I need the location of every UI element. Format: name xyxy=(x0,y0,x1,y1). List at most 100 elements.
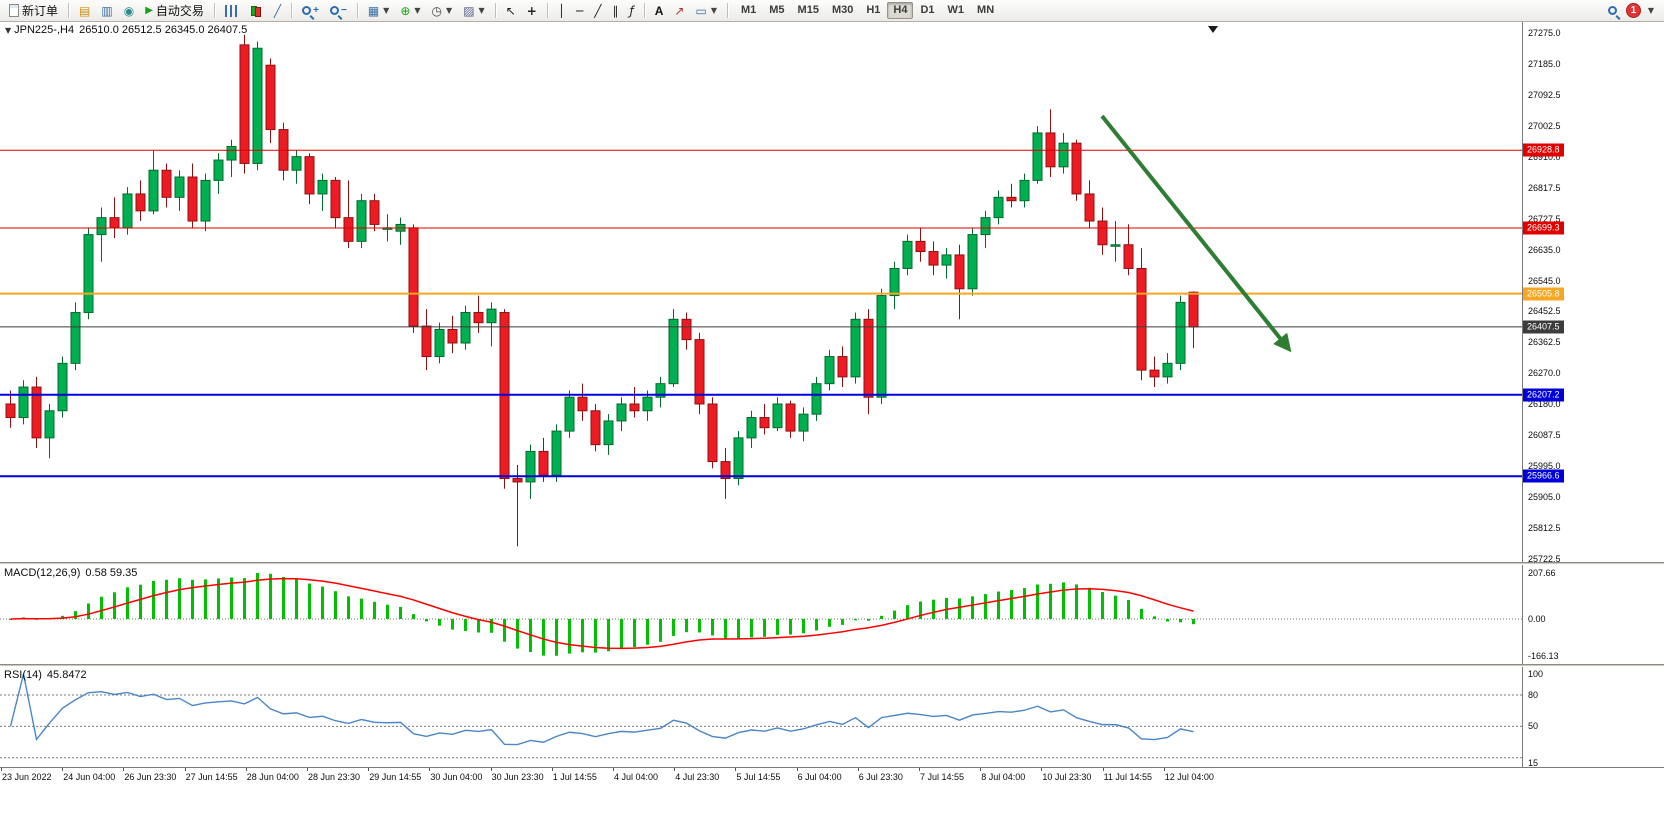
fibonacci-icon: ƒ xyxy=(629,3,634,18)
indicators-plus-icon: ⊕ xyxy=(400,3,411,18)
horizontal-line-icon: ─ xyxy=(576,3,584,18)
macd-indicator-pane[interactable] xyxy=(0,565,1522,664)
timeframe-W1[interactable]: W1 xyxy=(947,4,965,16)
rsi-value: 45.8472 xyxy=(46,669,87,681)
time-axis-label: 10 Jul 23:30 xyxy=(1042,772,1092,782)
time-axis-label: 11 Jul 14:55 xyxy=(1103,772,1152,782)
time-axis-label: 6 Jul 04:00 xyxy=(797,772,842,782)
price-axis-label: 25812.5 xyxy=(1528,523,1561,534)
time-axis-label: 24 Jun 04:00 xyxy=(63,772,116,782)
macd-values: 0.58 59.35 xyxy=(85,567,138,579)
navigator-button[interactable]: ◉ xyxy=(119,1,139,20)
rsi-axis-label: 15 xyxy=(1528,757,1539,768)
price-axis-label: 27002.5 xyxy=(1528,120,1561,131)
time-axis-tick xyxy=(1163,768,1165,771)
chevron-down-icon: ▼ xyxy=(383,6,390,15)
time-axis-label: 23 Jun 2022 xyxy=(2,772,52,782)
price-axis-label: 26087.5 xyxy=(1528,430,1561,441)
price-axis-label: 27275.0 xyxy=(1528,28,1561,38)
alert-badge[interactable]: 1 xyxy=(1625,3,1641,18)
autotrade-play-icon: ▶ xyxy=(145,4,153,16)
indicators-button[interactable]: ⊕ ▼ xyxy=(395,1,425,20)
rsi-indicator-pane[interactable] xyxy=(0,667,1522,767)
main-price-chart[interactable] xyxy=(0,22,1522,562)
price-axis[interactable]: 27275.027185.027092.527002.526910.026817… xyxy=(1522,22,1664,768)
time-axis-tick xyxy=(245,768,247,771)
candlestick-chart-button[interactable] xyxy=(244,1,268,20)
price-axis-label: 25905.0 xyxy=(1528,492,1561,503)
timeframe-M1[interactable]: M1 xyxy=(740,4,757,16)
timeframe-H4[interactable]: H4 xyxy=(887,2,914,19)
arrows-tool-button[interactable]: ↗ xyxy=(669,1,689,20)
vertical-line-tool-button[interactable]: │ xyxy=(553,1,570,20)
time-axis-tick xyxy=(62,768,64,771)
autotrade-button[interactable]: ▶ 自动交易 xyxy=(140,1,209,20)
line-chart-button[interactable]: ╱ xyxy=(269,1,286,20)
time-axis-tick xyxy=(368,768,370,771)
time-axis-tick xyxy=(1,768,2,771)
shapes-tool-button[interactable]: ▭ ▼ xyxy=(690,1,722,20)
price-axis-label: 26180.0 xyxy=(1528,399,1561,410)
time-axis-label: 28 Jun 23:30 xyxy=(308,772,361,782)
new-order-button[interactable]: 新订单 xyxy=(4,1,63,20)
new-order-icon xyxy=(9,4,19,17)
price-axis-label: 26545.0 xyxy=(1528,275,1561,286)
time-axis-label: 30 Jun 23:30 xyxy=(491,772,544,782)
rsi-name: RSI(14) xyxy=(4,669,42,681)
pane-divider[interactable] xyxy=(0,664,1664,667)
zoom-out-icon xyxy=(329,6,339,15)
toolbar-separator xyxy=(494,3,496,18)
templates-icon: ▨ xyxy=(463,3,475,18)
time-axis-tick xyxy=(796,768,798,771)
crosshair-icon: + xyxy=(526,3,537,18)
horizontal-line-tool-button[interactable]: ─ xyxy=(571,1,588,20)
level-price-tag: 26699.3 xyxy=(1523,221,1564,235)
line-chart-icon: ╱ xyxy=(273,3,282,18)
market-watch-button[interactable]: ▤ xyxy=(74,1,95,20)
toolbar-separator xyxy=(68,3,70,18)
timeframe-M5[interactable]: M5 xyxy=(769,4,785,16)
timeframe-MN[interactable]: MN xyxy=(977,4,995,16)
navigator-icon: ◉ xyxy=(123,3,135,18)
macd-label: MACD(12,26,9) 0.58 59.35 xyxy=(4,567,137,579)
time-axis-tick xyxy=(490,768,492,771)
timeframe-M15[interactable]: M15 xyxy=(797,4,819,16)
pane-divider[interactable] xyxy=(0,562,1664,565)
collapse-triangle-icon: ▼ xyxy=(5,26,12,35)
periods-button[interactable]: ◷ ▼ xyxy=(427,1,458,20)
price-axis-label: 27185.0 xyxy=(1528,58,1561,69)
rsi-axis-label: 50 xyxy=(1528,721,1539,732)
rsi-axis-label: 80 xyxy=(1528,689,1539,700)
bar-chart-button[interactable] xyxy=(220,1,243,20)
search-icon[interactable] xyxy=(1607,6,1617,15)
time-axis[interactable]: 23 Jun 2022 24 Jun 04:00 26 Jun 23:30 27 Ju… xyxy=(0,767,1664,786)
fibonacci-tool-button[interactable]: ƒ xyxy=(625,1,639,20)
toolbar-right-cluster: 1 ▼ xyxy=(1607,3,1660,18)
templates-button[interactable]: ▨ ▼ xyxy=(458,1,490,20)
time-axis-tick xyxy=(1041,768,1043,771)
text-tool-button[interactable]: A xyxy=(650,1,669,20)
crosshair-tool-button[interactable]: + xyxy=(522,1,542,20)
trendline-tool-button[interactable]: ╱ xyxy=(589,1,606,20)
timeframe-M30[interactable]: M30 xyxy=(831,4,854,16)
toolbar-separator xyxy=(643,3,645,18)
arrow-tool-icon: ↗ xyxy=(674,3,685,18)
timeframe-D1[interactable]: D1 xyxy=(920,4,935,16)
cursor-tool-button[interactable]: ↖ xyxy=(501,1,521,20)
rsi-label: RSI(14) 45.8472 xyxy=(4,669,87,681)
zoom-in-button[interactable]: + xyxy=(297,1,324,20)
level-price-tag: 26928.8 xyxy=(1523,143,1564,157)
new-chart-button[interactable]: ▦ ▼ xyxy=(363,1,395,20)
channel-tool-button[interactable]: ∥ xyxy=(608,1,624,20)
time-axis-label: 4 Jul 04:00 xyxy=(614,772,659,782)
market-watch-icon: ▤ xyxy=(79,3,91,18)
data-window-button[interactable]: ▥ xyxy=(96,1,117,20)
timeframe-H1[interactable]: H1 xyxy=(866,4,881,16)
chevron-down-icon[interactable]: ▼ xyxy=(1647,6,1654,15)
price-axis-label: 26270.0 xyxy=(1528,368,1561,379)
zoom-out-button[interactable]: − xyxy=(325,1,352,20)
time-axis-tick xyxy=(919,768,920,771)
time-axis-tick xyxy=(429,768,431,771)
chevron-down-icon: ▼ xyxy=(446,6,453,15)
data-window-icon: ▥ xyxy=(101,3,113,18)
